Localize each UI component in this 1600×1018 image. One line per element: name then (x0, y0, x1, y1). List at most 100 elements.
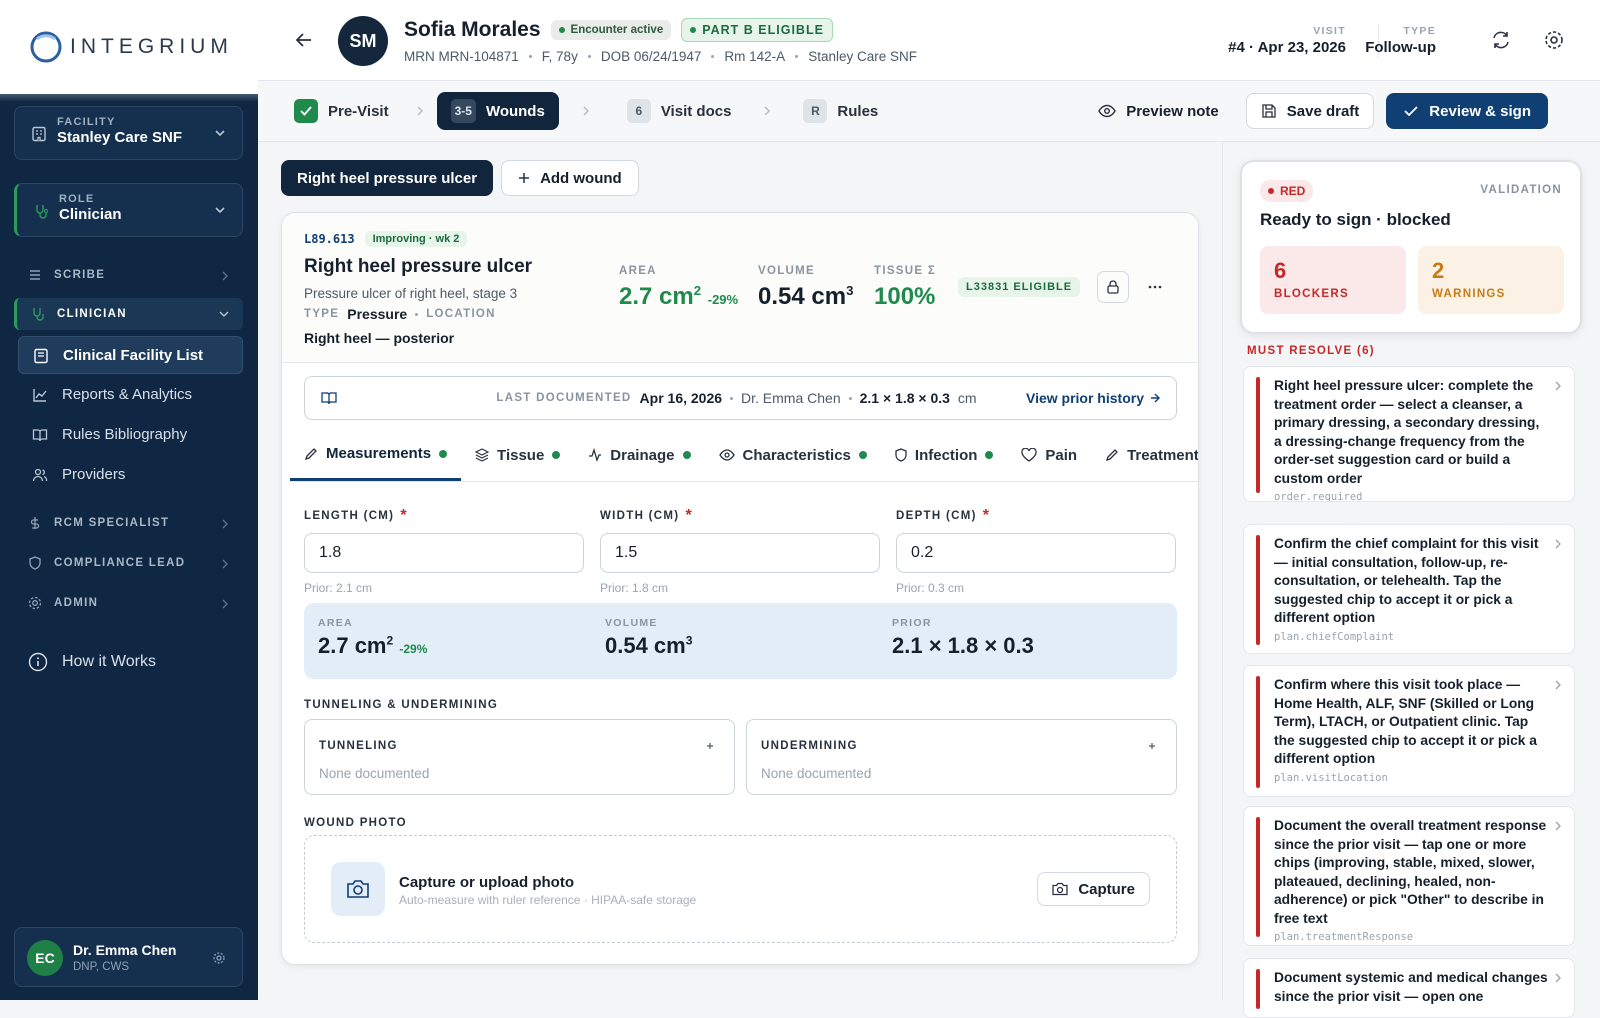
review-sign-button[interactable]: Review & sign (1386, 93, 1548, 129)
container: WIDTH (CM) * (600, 507, 880, 525)
icon (28, 652, 48, 672)
icon (30, 517, 40, 529)
tab[interactable]: Pain (1007, 429, 1091, 481)
validation-panel: RED VALIDATION Ready to sign · blocked 6… (1222, 142, 1600, 1018)
text: Clinical Facility List (63, 347, 204, 364)
container: LENGTH (CM) * (304, 507, 584, 525)
text: DOB 06/24/1947 (600, 49, 702, 64)
more-button[interactable] (1148, 285, 1162, 289)
sbadge (294, 99, 318, 123)
help-link[interactable]: How it Works (14, 643, 239, 681)
nav-section[interactable]: RCM SPECIALIST (14, 507, 243, 539)
back-button[interactable] (294, 31, 314, 49)
wound-tab[interactable]: Right heel pressure ulcer (281, 160, 494, 196)
lock-button[interactable] (1097, 271, 1129, 303)
icon (222, 559, 228, 569)
workflow-steps: Pre-Visit 3-5 Wounds 6 Visit docs R Rules … (258, 81, 1600, 142)
tunneling-box[interactable]: TUNNELING None documented (304, 719, 735, 795)
blocker-item[interactable]: Document systemic and medical changes si… (1243, 958, 1575, 1018)
gdot (985, 451, 994, 459)
text: Preview note (1126, 102, 1219, 120)
lab: DEPTH (CM) (896, 510, 977, 522)
text: * (685, 507, 692, 524)
pill: RED (1260, 180, 1314, 202)
nav-section[interactable]: CLINICIAN (14, 298, 243, 330)
icon (1107, 280, 1119, 294)
user-card[interactable]: EC Dr. Emma Chen DNP, CWS (14, 927, 243, 987)
logo: INTEGRIUM (0, 0, 258, 94)
tab[interactable]: Measurements (290, 429, 462, 481)
settings-icon[interactable] (212, 951, 226, 965)
tab[interactable]: Drainage (574, 429, 704, 481)
preview-button[interactable]: Preview note (1083, 93, 1234, 129)
input[interactable]: 1.8 (304, 533, 584, 573)
hint: Prior: 2.1 cm (304, 581, 373, 595)
klabel: VISIT (1313, 25, 1346, 37)
nav-section[interactable]: ADMIN (14, 587, 243, 619)
t: Document systemic and medical changes si… (1274, 970, 1548, 1004)
text: L89.613 (304, 232, 355, 246)
pill: Improving · wk 2 (364, 231, 468, 247)
nav-item[interactable]: Rules Bibliography (18, 416, 243, 454)
lab: WIDTH (CM) (600, 510, 680, 522)
prior-history-link[interactable]: View prior history (1026, 390, 1160, 406)
container: VOLUME 0.54 cm3 (605, 617, 692, 659)
refresh-button[interactable] (1490, 29, 1512, 51)
input[interactable]: 0.2 (896, 533, 1176, 573)
settings-button[interactable] (1543, 29, 1565, 51)
lab: TYPE (304, 308, 340, 320)
nav-item[interactable]: Clinical Facility List (18, 336, 243, 374)
text: 2.7 cm (619, 283, 694, 310)
big: 0.54 cm3 (758, 283, 853, 311)
nav-section[interactable]: SCRIBE (14, 259, 243, 291)
photo-dropzone[interactable]: Capture or upload photo Auto-measure wit… (304, 835, 1177, 943)
icon (1555, 973, 1561, 983)
lab: AREA (318, 617, 353, 629)
tab[interactable]: Tissue (461, 429, 574, 481)
icon (33, 389, 47, 402)
text: View prior history (1025, 390, 1144, 406)
visit-type: TYPE Follow-up (1365, 25, 1436, 56)
warnings-count[interactable]: 2 WARNINGS (1418, 246, 1564, 314)
blocker-item[interactable]: Confirm the chief complaint for this vis… (1243, 524, 1575, 654)
facility-select[interactable]: FACILITY Stanley Care SNF (14, 106, 243, 160)
lab: UNDERMINING (761, 740, 858, 752)
sep (711, 55, 715, 58)
blocker-item[interactable]: Document the overall treatment response … (1243, 806, 1575, 946)
blockers-count[interactable]: 6 BLOCKERS (1260, 246, 1406, 314)
pill: PART B ELIGIBLE (681, 18, 833, 42)
text: -29% (707, 292, 739, 307)
text: Stanley Care SNF (808, 49, 917, 64)
metric: VOLUME 0.54 cm3 (758, 265, 853, 311)
tab[interactable]: Treatment (1091, 429, 1199, 481)
blocker-item[interactable]: Right heel pressure ulcer: complete the … (1243, 366, 1575, 502)
step[interactable]: R Rules (789, 92, 892, 130)
big: 2.7 cm2 -29% (619, 283, 738, 311)
input[interactable]: 1.5 (600, 533, 880, 573)
tab[interactable]: Infection (881, 429, 1008, 481)
text: Treatment (1127, 446, 1199, 464)
save-draft-button[interactable]: Save draft (1245, 93, 1375, 129)
icon (583, 106, 589, 116)
undermining-box[interactable]: UNDERMINING None documented (746, 719, 1177, 795)
nav-item[interactable]: Reports & Analytics (18, 376, 243, 414)
blocker-item[interactable]: Confirm where this visit took place — Ho… (1243, 665, 1575, 797)
nav-section[interactable]: COMPLIANCE LEAD (14, 547, 243, 579)
tab[interactable]: Characteristics (705, 429, 881, 481)
step[interactable]: 3-5 Wounds (436, 92, 559, 130)
role-select[interactable]: ROLE Clinician (14, 183, 243, 237)
step[interactable]: 6 Visit docs (613, 92, 746, 130)
capture-button[interactable]: Capture (1037, 872, 1150, 906)
icon (36, 205, 48, 219)
step[interactable]: Pre-Visit (280, 92, 403, 130)
text: Pain (1045, 446, 1078, 464)
add-wound-button[interactable]: Add wound (501, 160, 639, 196)
key: plan.visitLocation (1274, 771, 1388, 784)
nav-item[interactable]: Providers (18, 456, 243, 494)
text: Visit docs (660, 102, 732, 120)
icon (1555, 680, 1561, 690)
text: Tissue (497, 446, 545, 464)
sep (730, 396, 734, 400)
text: Save draft (1286, 102, 1360, 120)
